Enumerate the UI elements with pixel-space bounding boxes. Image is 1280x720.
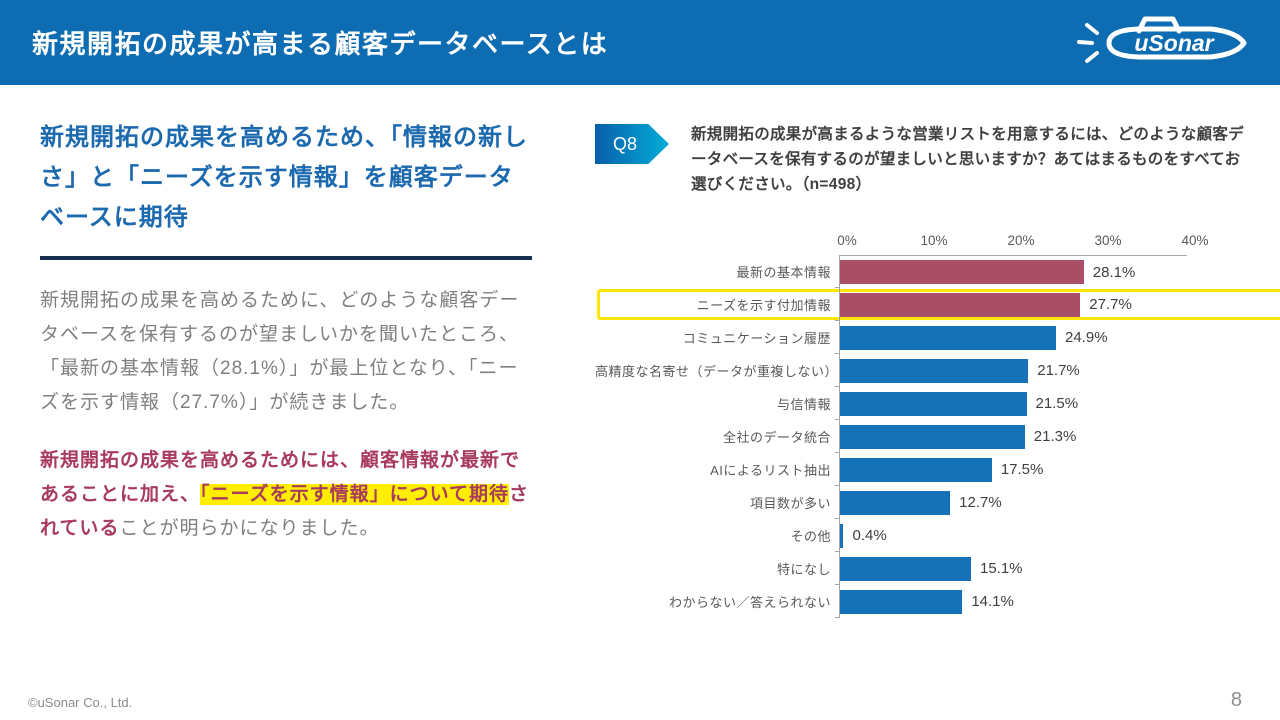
value-label: 0.4% — [852, 527, 887, 544]
conclusion-lead: 新規開拓の成果を高めるためには、顧客情報が最新であることに加え、 — [40, 450, 521, 505]
chart-row: 最新の基本情報 28.1% — [595, 255, 1255, 288]
chart-rows: 最新の基本情報 28.1% ニーズを示す付加情報 27.7% コミュニケーション履歴 24… — [595, 255, 1280, 618]
usonar-logo: uSonar — [1065, 12, 1250, 74]
bar-track: 21.7% — [835, 354, 1187, 387]
value-label: 24.9% — [1065, 329, 1108, 346]
left-summary-column: 新規開拓の成果を高めるため、「情報の新しさ」と「ニーズを示す情報」を顧客データベ… — [40, 118, 532, 546]
value-label: 12.7% — [959, 494, 1002, 511]
value-label: 21.5% — [1035, 395, 1079, 412]
page-number: 8 — [1230, 689, 1242, 711]
value-label: 28.1% — [1092, 263, 1136, 281]
divider-line — [40, 256, 532, 260]
chart-row: 特になし 15.1% — [595, 552, 1255, 585]
category-label: 与信情報 — [776, 397, 831, 412]
category-label: AIによるリスト抽出 — [710, 463, 831, 478]
bar — [840, 260, 1084, 284]
bar-track: 17.5% — [835, 453, 1187, 486]
bar-track: 21.3% — [835, 420, 1187, 453]
page-title: 新規開拓の成果が高まる顧客データベースとは — [32, 29, 609, 59]
category-label: その他 — [790, 529, 831, 544]
x-axis-tick: 30% — [1094, 233, 1122, 248]
body-paragraph: 新規開拓の成果を高めるために、どのような顧客データベースを保有するのが望ましいか… — [40, 290, 520, 413]
bar — [840, 358, 1029, 383]
conclusion-tail: ことが明らかになりました。 — [119, 518, 380, 539]
value-label: 21.7% — [1037, 362, 1080, 379]
bar — [840, 325, 1056, 350]
bar — [840, 556, 971, 581]
bar-track: 12.7% — [835, 486, 1187, 519]
conclusion-paragraph: 新規開拓の成果を高めるためには、顧客情報が最新であることに加え、「ニーズを示す情… — [40, 444, 532, 546]
value-label: 14.1% — [971, 593, 1014, 610]
section-heading: 新規開拓の成果を高めるため、「情報の新しさ」と「ニーズを示す情報」を顧客データベ… — [40, 124, 528, 231]
chart-row: わからない／答えられない 14.1% — [595, 585, 1255, 618]
right-chart-column: Q8 新規開拓の成果が高まるような営業リストを用意するには、どのような顧客データ… — [595, 122, 1280, 618]
bar-track: 28.1% — [835, 255, 1187, 288]
chart-row: AIによるリスト抽出 17.5% — [595, 453, 1255, 486]
category-label: 項目数が多い — [749, 496, 831, 511]
chart-row: 与信情報 21.5% — [595, 387, 1255, 420]
bar — [840, 424, 1025, 449]
bar-track: 14.1% — [835, 585, 1187, 618]
x-axis-tick: 40% — [1181, 233, 1209, 248]
logo-text: uSonar — [1134, 30, 1214, 56]
header-bar: 新規開拓の成果が高まる顧客データベースとは uSonar — [0, 0, 1280, 85]
bar — [840, 391, 1027, 416]
x-axis-tick: 10% — [920, 233, 948, 248]
category-label: 全社のデータ統合 — [722, 430, 831, 445]
bar-track: 24.9% — [835, 321, 1187, 354]
q8-badge: Q8 — [595, 124, 669, 164]
chart-row: 項目数が多い 12.7% — [595, 486, 1255, 519]
category-label: ニーズを示す付加情報 — [696, 298, 831, 313]
bar — [840, 490, 951, 515]
bar — [840, 589, 963, 614]
conclusion-highlighted-text: 「ニーズを示す情報」について期待 — [200, 484, 509, 505]
bar-track: 27.7% — [835, 288, 1187, 321]
category-label: わからない／答えられない — [668, 595, 831, 610]
conclusion-after-highlight: されている — [40, 484, 530, 539]
value-label: 17.5% — [1000, 461, 1044, 478]
bar-chart: 0% 10% 20% 30% 40% 最新の基本情報 28.1% ニーズを示す付加情報 27.… — [595, 233, 1280, 618]
question-block: Q8 新規開拓の成果が高まるような営業リストを用意するには、どのような顧客データ… — [595, 122, 1255, 197]
x-axis-tick: 0% — [837, 233, 857, 248]
value-label: 15.1% — [979, 560, 1023, 577]
chart-row: その他 0.4% — [595, 519, 1255, 552]
category-label: 最新の基本情報 — [736, 265, 831, 280]
category-label: 高精度な名寄せ（データが重複しない） — [595, 364, 839, 379]
bar — [840, 457, 992, 482]
bar-track: 0.4% — [835, 519, 1187, 552]
category-label: 特になし — [776, 562, 831, 577]
copyright: ©uSonar Co., Ltd. — [28, 695, 133, 710]
q8-badge-label: Q8 — [613, 133, 638, 154]
chart-row: コミュニケーション履歴 24.9% — [595, 321, 1255, 354]
value-label: 27.7% — [1089, 296, 1132, 313]
chart-row: 高精度な名寄せ（データが重複しない） 21.7% — [595, 354, 1255, 387]
bar — [840, 292, 1081, 317]
bar — [840, 523, 844, 548]
bar-track: 15.1% — [835, 552, 1187, 585]
submarine-sonar-icon: uSonar — [1077, 16, 1247, 63]
question-text: 新規開拓の成果が高まるような営業リストを用意するには、どのような顧客データベース… — [691, 126, 1245, 193]
x-axis-tick: 20% — [1007, 233, 1035, 248]
chart-row: ニーズを示す付加情報 27.7% — [595, 288, 1280, 321]
x-axis: 0% 10% 20% 30% 40% — [837, 233, 1208, 251]
category-label: コミュニケーション履歴 — [682, 331, 831, 346]
value-label: 21.3% — [1033, 428, 1077, 445]
chart-row: 全社のデータ統合 21.3% — [595, 420, 1255, 453]
bar-track: 21.5% — [835, 387, 1187, 420]
